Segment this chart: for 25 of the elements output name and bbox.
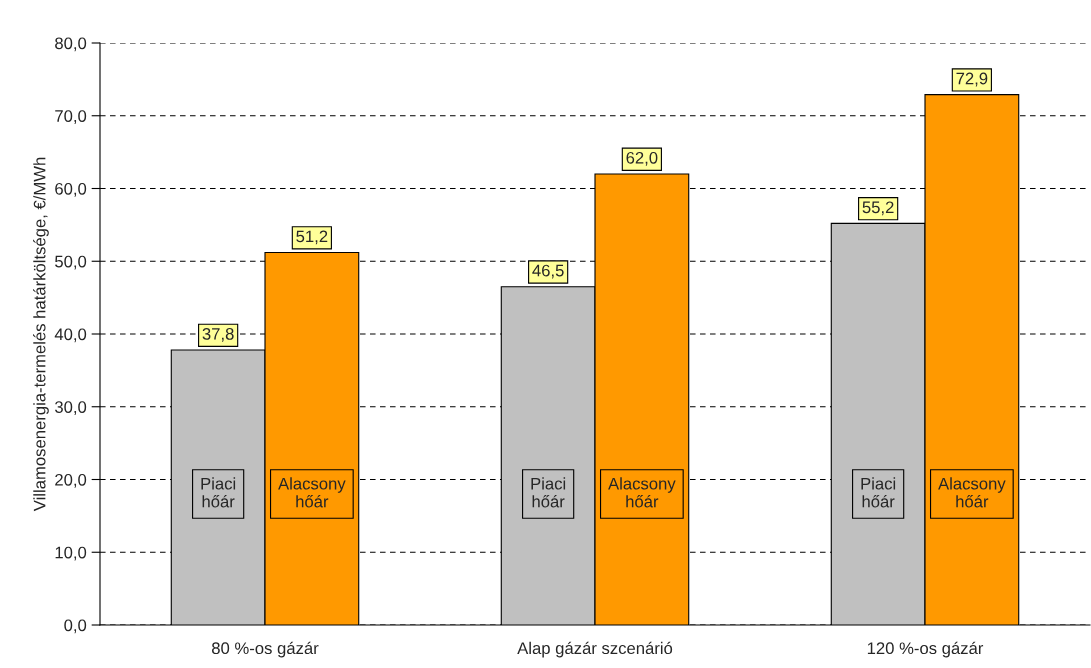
series-label: Piaci hőár (531, 477, 566, 508)
y-tick-label: 20,0 (55, 473, 87, 488)
text: Piaci hőár (201, 477, 236, 508)
y-tick-label: 50,0 (55, 255, 87, 270)
y-tick-label: 40,0 (54, 328, 87, 343)
y-tick-label: 70,0 (55, 110, 87, 124)
data-label: 46,5 (532, 264, 564, 279)
x-tick-label: 80 %-os gázár (212, 641, 319, 658)
text: Piaci hőár (861, 477, 896, 508)
y-tick-label: 80,0 (55, 37, 87, 52)
data-label: 51,2 (296, 230, 328, 245)
data-label: 37,8 (202, 327, 234, 342)
data-label: 55,2 (862, 201, 894, 216)
y-tick-label: 30,0 (55, 401, 87, 415)
y-tick-label: 60,0 (55, 182, 87, 197)
series-label: Alacsony hőár (278, 477, 346, 508)
x-tick-label: Alap gázár szcenárió (517, 641, 673, 658)
text: Alacsony hőár (608, 477, 676, 508)
y-tick-label: 10,0 (55, 546, 87, 561)
text: Alacsony hőár (938, 477, 1006, 508)
data-label: 62,0 (626, 151, 658, 166)
y-tick-label: 0,0 (64, 619, 87, 634)
y-axis-title: Villamosenergia-termelés határköltsége, €/MWh (33, 157, 49, 512)
x-tick-label: 120 %-os gázár (867, 641, 984, 658)
data-label: 72,9 (956, 72, 988, 87)
